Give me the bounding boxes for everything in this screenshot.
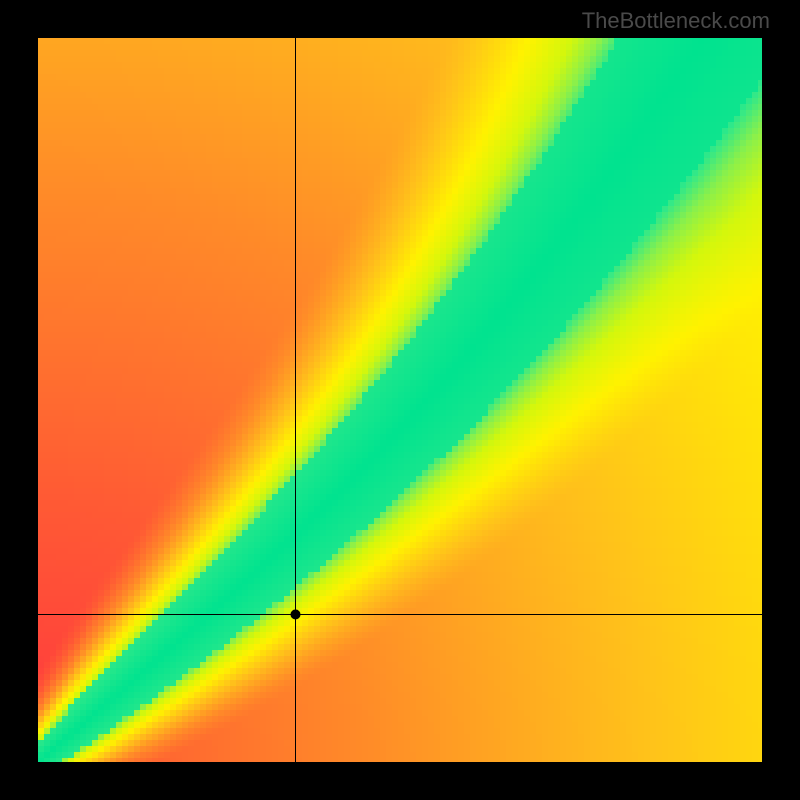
watermark-text: TheBottleneck.com [582, 8, 770, 34]
chart-container: TheBottleneck.com [0, 0, 800, 800]
bottleneck-heatmap [38, 38, 762, 762]
